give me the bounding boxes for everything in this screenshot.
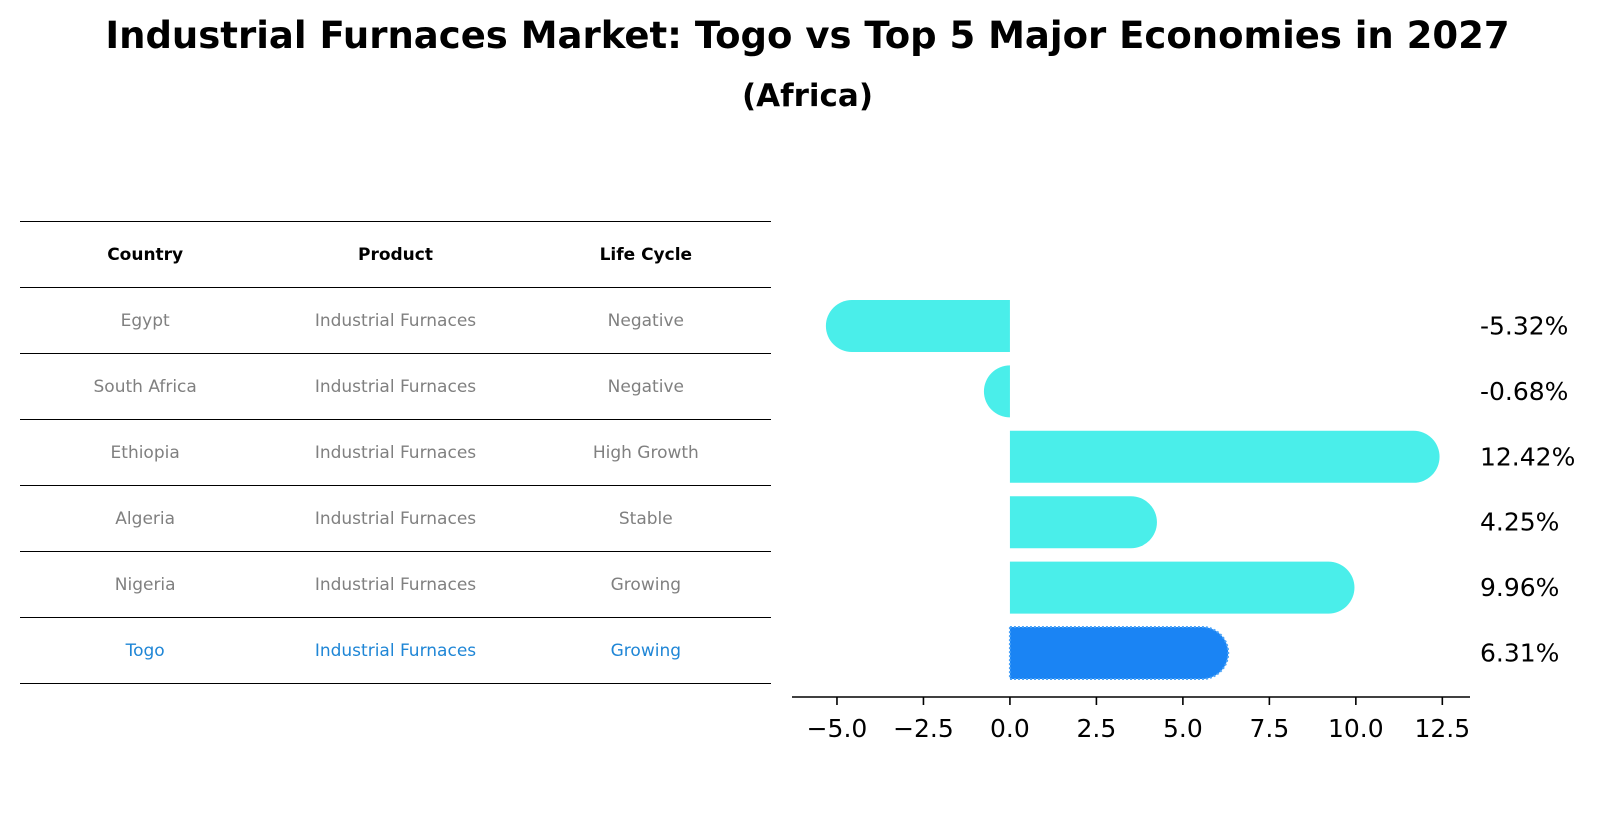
- product-cell: Industrial Furnaces: [270, 617, 521, 684]
- chart-subtitle: (Africa): [741, 78, 874, 114]
- product-cell: Industrial Furnaces: [270, 485, 521, 552]
- chart-title: Industrial Furnaces Market: Togo vs Top …: [105, 14, 1510, 57]
- x-tick-label: 0.0: [990, 714, 1030, 743]
- data-table: Country Product Life Cycle Egypt Industr…: [20, 221, 771, 684]
- x-tick-label: 12.5: [1414, 714, 1470, 743]
- life-cycle-cell: Growing: [520, 617, 771, 684]
- product-cell: Industrial Furnaces: [270, 419, 521, 486]
- x-tick-label: −5.0: [807, 714, 868, 743]
- country-cell: South Africa: [20, 353, 271, 420]
- column-header-country: Country: [20, 221, 271, 288]
- bar-south-africa: [983, 365, 1010, 418]
- table-row: Nigeria Industrial Furnaces Growing: [20, 551, 771, 618]
- life-cycle-cell: Negative: [520, 287, 771, 354]
- bar-value-label: 9.96%: [1480, 573, 1559, 602]
- country-cell: Egypt: [20, 287, 271, 354]
- column-header-product: Product: [270, 221, 521, 288]
- life-cycle-cell: Stable: [520, 485, 771, 552]
- country-cell: Algeria: [20, 485, 271, 552]
- x-tick-label: 2.5: [1077, 714, 1117, 743]
- bar-togo: [1008, 626, 1230, 680]
- column-header-life-cycle: Life Cycle: [520, 221, 771, 288]
- bar-value-label: -0.68%: [1480, 377, 1568, 406]
- bar-egypt: [825, 300, 1010, 352]
- product-cell: Industrial Furnaces: [270, 353, 521, 420]
- table-row: Egypt Industrial Furnaces Negative: [20, 287, 771, 354]
- bar-ethiopia: [1009, 430, 1440, 483]
- bar-value-label: 6.31%: [1480, 639, 1559, 668]
- life-cycle-cell: Negative: [520, 353, 771, 420]
- x-tick-label: 10.0: [1328, 714, 1384, 743]
- life-cycle-cell: High Growth: [520, 419, 771, 486]
- bar-value-label: -5.32%: [1480, 312, 1568, 341]
- comparison-table: Country Product Life Cycle Egypt Industr…: [20, 221, 771, 684]
- x-tick-label: 7.5: [1249, 714, 1289, 743]
- bar-value-label: 12.42%: [1480, 442, 1575, 471]
- table-row: South Africa Industrial Furnaces Negativ…: [20, 353, 771, 420]
- table-row: Ethiopia Industrial Furnaces High Growth: [20, 419, 771, 486]
- country-cell: Ethiopia: [20, 419, 271, 486]
- x-tick-label: 5.0: [1163, 714, 1203, 743]
- country-cell: Nigeria: [20, 551, 271, 618]
- table-header-row: Country Product Life Cycle: [20, 221, 771, 288]
- country-cell: Togo: [20, 617, 271, 684]
- bar-algeria: [1009, 496, 1157, 549]
- table-row-highlighted: Togo Industrial Furnaces Growing: [20, 617, 771, 684]
- bar-nigeria: [1009, 561, 1355, 614]
- table-row: Algeria Industrial Furnaces Stable: [20, 485, 771, 552]
- bar-value-label: 4.25%: [1480, 508, 1559, 537]
- x-tick-label: −2.5: [893, 714, 954, 743]
- life-cycle-cell: Growing: [520, 551, 771, 618]
- product-cell: Industrial Furnaces: [270, 287, 521, 354]
